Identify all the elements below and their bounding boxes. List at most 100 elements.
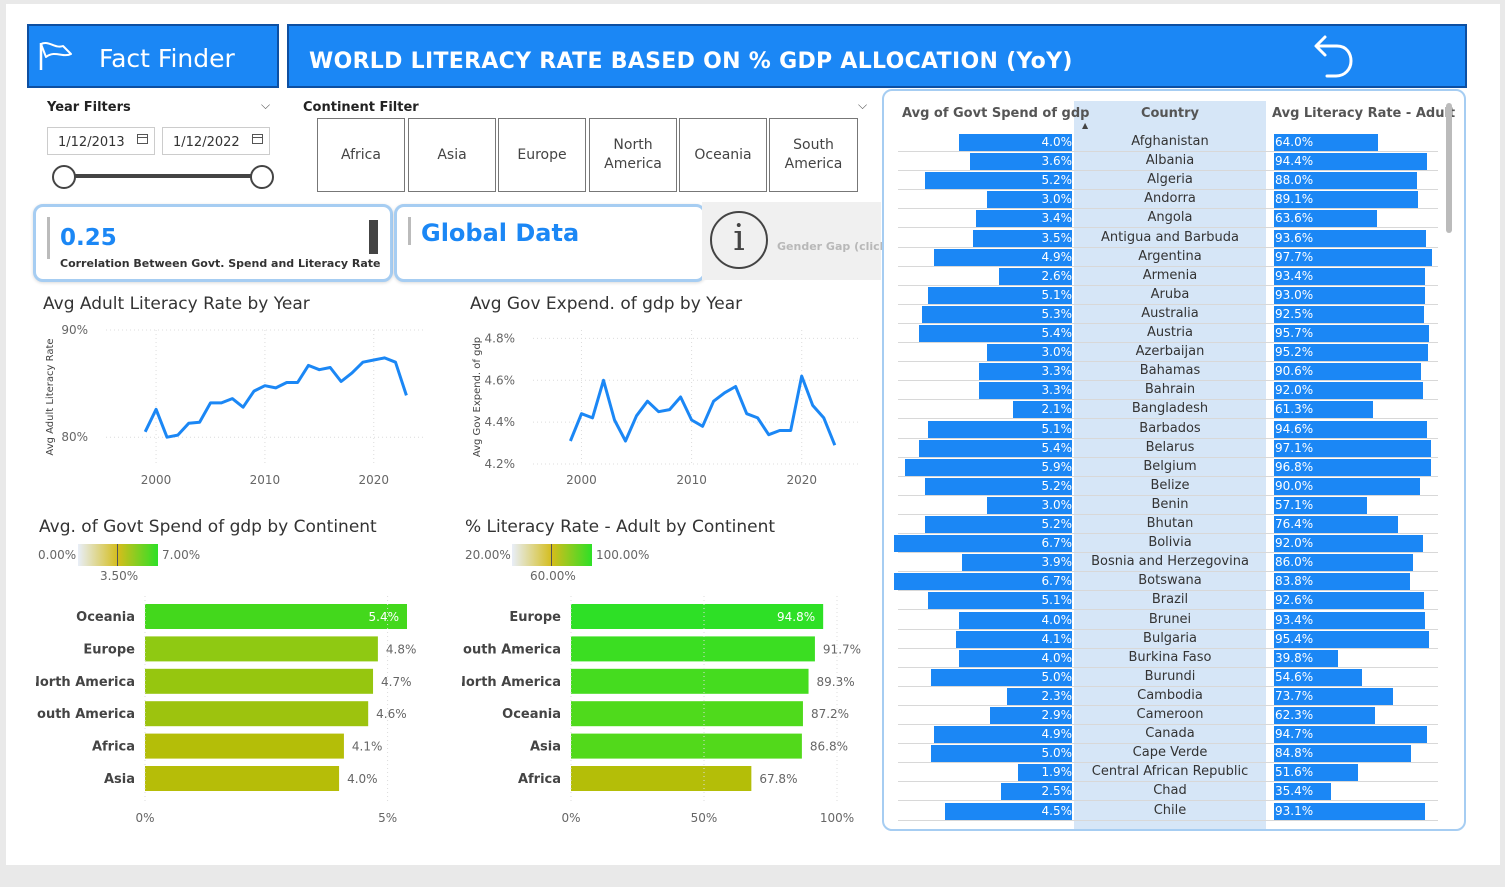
table-row[interactable]: 4.9% Canada 94.7% [884, 725, 1444, 745]
country-name: Burkina Faso [1128, 649, 1212, 665]
spend-bar-chart-title: Avg. of Govt Spend of gdp by Continent [39, 517, 377, 537]
table-row[interactable]: 5.1% Barbados 94.6% [884, 420, 1444, 439]
table-row[interactable]: 4.0% Afghanistan 64.0% [884, 133, 1444, 152]
col-header-literacy[interactable]: Avg Literacy Rate - Adult [1272, 106, 1456, 121]
row-divider [898, 590, 1438, 592]
table-row[interactable]: 5.1% Brazil 92.6% [884, 591, 1444, 611]
literacy-value: 61.3% [1275, 402, 1314, 417]
table-body: 4.0% Afghanistan 64.0% 3.6% Albania 94.4% 5.2%… [884, 133, 1444, 829]
country-name: Benin [1151, 496, 1189, 512]
table-row[interactable]: 5.2% Belize 90.0% [884, 477, 1444, 496]
table-row[interactable]: 3.0% Andorra 89.1% [884, 190, 1444, 210]
correlation-value: 0.25 [60, 225, 117, 251]
back-arrow-icon[interactable] [1303, 34, 1355, 82]
col-header-spend[interactable]: Avg of Govt Spend of gdp [902, 106, 1090, 121]
literacy-value: 84.8% [1275, 746, 1314, 761]
literacy-legend-mid: 60.00% [530, 569, 576, 583]
row-divider [898, 762, 1438, 764]
table-row[interactable]: 3.4% Angola 63.6% [884, 209, 1444, 229]
table-row[interactable]: 2.3% Cambodia 73.7% [884, 687, 1444, 706]
table-row[interactable]: 5.4% Austria 95.7% [884, 324, 1444, 343]
year-filter-chevron-icon[interactable]: ⌵ [261, 98, 271, 112]
col-header-country[interactable]: Country [1140, 106, 1200, 121]
continent-button-north-america[interactable]: North America [589, 118, 677, 192]
literacy-continent-data-label: 91.7% [823, 642, 861, 656]
sort-asc-icon[interactable]: ▲ [1082, 121, 1089, 130]
table-row[interactable]: 6.7% Botswana 83.8% [884, 572, 1444, 592]
table-row[interactable]: 3.0% Azerbaijan 95.2% [884, 343, 1444, 363]
literacy-value: 64.0% [1275, 135, 1314, 149]
end-date-input[interactable]: 1/12/2022 [162, 127, 270, 155]
spend-bar [905, 458, 1072, 476]
continent-button-south-america[interactable]: South America [769, 118, 858, 192]
table-row[interactable]: 3.3% Bahamas 90.6% [884, 362, 1444, 382]
literacy-continent-bar [571, 766, 752, 791]
continent-button-africa[interactable]: Africa [317, 118, 405, 192]
gender-gap-label[interactable]: Gender Gap (click) [777, 240, 893, 253]
table-scrollbar[interactable] [1446, 103, 1452, 233]
literacy-value: 94.6% [1275, 421, 1314, 436]
calendar-icon[interactable] [137, 134, 148, 144]
continent-button-europe[interactable]: Europe [498, 118, 586, 192]
start-date-input[interactable]: 1/12/2013 [47, 127, 155, 155]
literacy-bar [1274, 573, 1410, 591]
literacy-continent-bar [571, 604, 824, 629]
slider-start-handle[interactable] [52, 165, 76, 189]
spend-legend-mid: 3.50% [100, 569, 139, 583]
table-row[interactable]: 5.1% Aruba 93.0% [884, 286, 1444, 305]
table-row[interactable]: 5.3% Australia 92.5% [884, 305, 1444, 324]
row-divider [898, 437, 1438, 439]
table-row[interactable]: 5.0% Burundi 54.6% [884, 668, 1444, 687]
global-data-card[interactable]: Global Data [394, 204, 706, 282]
continent-button-asia[interactable]: Asia [408, 118, 496, 192]
table-row[interactable]: 6.7% Bolivia 92.0% [884, 534, 1444, 554]
continent-button-oceania[interactable]: Oceania [679, 118, 767, 192]
table-row[interactable]: 4.0% Brunei 93.4% [884, 611, 1444, 630]
literacy-bar [1274, 439, 1432, 457]
table-row[interactable]: 2.9% Cameroon 62.3% [884, 706, 1444, 725]
table-row[interactable]: 4.0% Burkina Faso 39.8% [884, 649, 1444, 668]
spend-value: 5.9% [1041, 459, 1073, 474]
table-row[interactable]: 3.5% Antigua and Barbuda 93.6% [884, 229, 1444, 248]
literacy-bar [1274, 420, 1428, 438]
dashboard-header: WORLD LITERACY RATE BASED ON % GDP ALLOC… [287, 24, 1467, 88]
spend-value: 4.9% [1041, 249, 1073, 264]
literacy-continent-x-tick: 100% [820, 811, 854, 825]
spend-value: 4.0% [1041, 612, 1073, 627]
table-row[interactable]: 5.4% Belarus 97.1% [884, 439, 1444, 458]
literacy-bar [1274, 191, 1419, 209]
table-row[interactable]: 2.1% Bangladesh 61.3% [884, 400, 1444, 420]
spend-value: 3.9% [1041, 555, 1073, 570]
row-divider [898, 456, 1438, 458]
row-divider [898, 322, 1438, 324]
literacy-continent-data-label: 67.8% [759, 772, 797, 786]
row-divider [898, 513, 1438, 515]
table-row[interactable]: 2.6% Armenia 93.4% [884, 267, 1444, 286]
literacy-bar [1274, 630, 1429, 648]
table-row[interactable]: 5.2% Bhutan 76.4% [884, 515, 1444, 534]
table-row[interactable]: 3.0% Benin 57.1% [884, 496, 1444, 515]
slider-end-handle[interactable] [250, 165, 274, 189]
table-row[interactable]: 4.9% Argentina 97.7% [884, 248, 1444, 267]
table-row[interactable]: 1.9% Central African Republic 51.6% [884, 763, 1444, 783]
spend-value: 2.5% [1041, 784, 1073, 799]
literacy-x-tick: 2020 [358, 473, 389, 487]
table-row[interactable]: 5.9% Belgium 96.8% [884, 458, 1444, 477]
year-range-slider[interactable] [58, 174, 258, 178]
calendar-icon[interactable] [252, 134, 263, 144]
continent-filter-chevron-icon[interactable]: ⌵ [858, 98, 868, 112]
literacy-value: 89.1% [1275, 192, 1314, 207]
table-row[interactable]: 3.6% Albania 94.4% [884, 152, 1444, 172]
table-row[interactable]: 3.9% Bosnia and Herzegovina 86.0% [884, 553, 1444, 573]
row-divider [898, 208, 1438, 210]
info-icon[interactable]: i [710, 211, 768, 269]
header-divider [279, 24, 287, 88]
table-row[interactable]: 3.3% Bahrain 92.0% [884, 381, 1444, 401]
literacy-bar [1274, 592, 1424, 610]
table-row[interactable]: 5.0% Cape Verde 84.8% [884, 744, 1444, 764]
card-handle [369, 220, 378, 254]
table-row[interactable]: 2.5% Chad 35.4% [884, 782, 1444, 802]
table-row[interactable]: 4.1% Bulgaria 95.4% [884, 630, 1444, 649]
table-row[interactable]: 5.2% Algeria 88.0% [884, 171, 1444, 191]
table-row[interactable]: 4.5% Chile 93.1% [884, 802, 1444, 821]
